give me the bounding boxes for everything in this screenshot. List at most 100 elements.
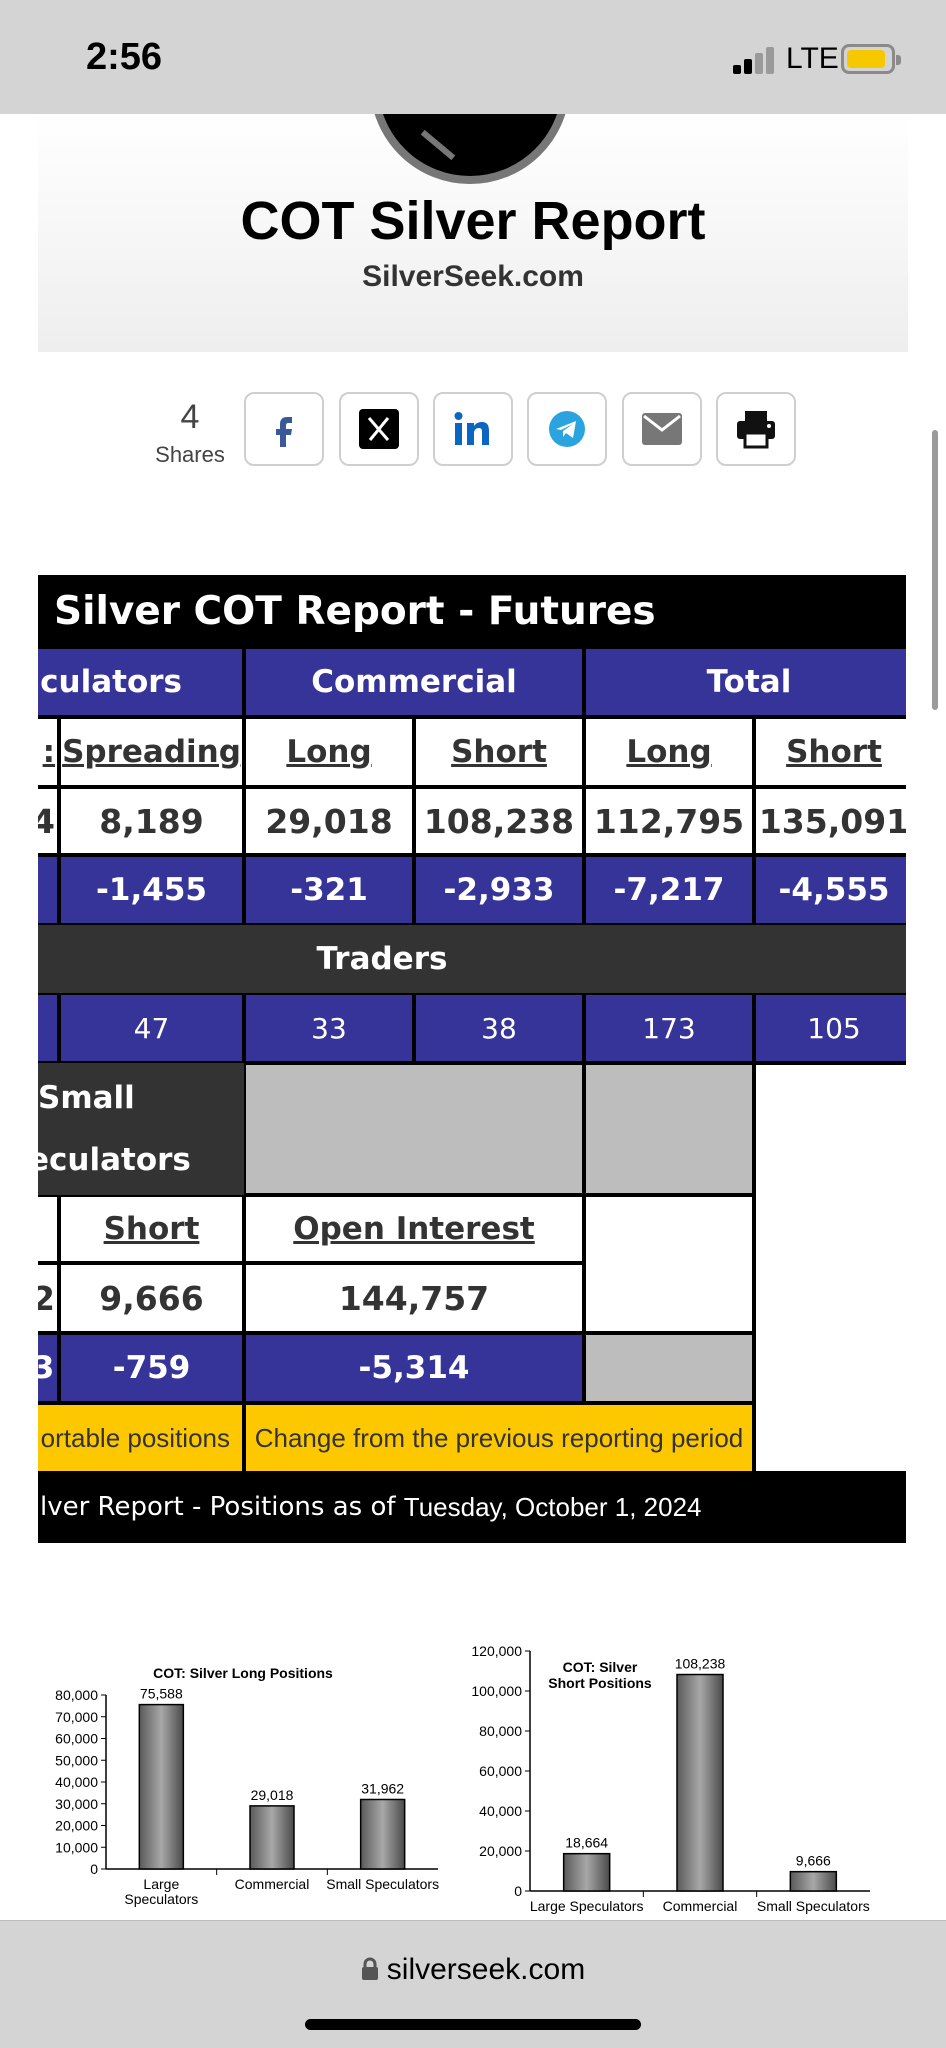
lock-icon xyxy=(361,1957,378,1980)
data-label: 18,664 xyxy=(565,1835,608,1851)
bar xyxy=(359,1798,406,1870)
y-tick-label: 120,000 xyxy=(471,1643,522,1659)
group-header-total: Total xyxy=(584,647,906,717)
network-type: LTE xyxy=(786,42,839,75)
traders-cell: 105 xyxy=(754,993,906,1063)
telegram-icon xyxy=(549,411,585,447)
small-position-cell: 9,666 xyxy=(59,1263,244,1333)
battery-icon xyxy=(841,44,901,74)
small-speculators-label-line2: eculators xyxy=(38,1142,191,1178)
column-header: : xyxy=(38,717,59,787)
address-bar[interactable]: silverseek.com xyxy=(0,1953,946,1987)
data-label: 9,666 xyxy=(796,1853,831,1869)
group-header-commercial: Commercial xyxy=(244,647,584,717)
column-header-commercial-short: Short xyxy=(414,717,584,787)
linkedin-icon xyxy=(454,412,489,445)
open-interest-change: -5,314 xyxy=(244,1333,584,1403)
category-label: Commercial xyxy=(663,1898,738,1914)
y-tick-label: 80,000 xyxy=(479,1723,522,1739)
y-tick-label: 10,000 xyxy=(55,1839,98,1855)
small-change-cell: -759 xyxy=(59,1333,244,1403)
footer-label: lver Report - Positions as of xyxy=(40,1492,396,1522)
scrollbar[interactable] xyxy=(932,430,938,710)
change-cell xyxy=(38,855,59,925)
traders-cell: 173 xyxy=(584,993,754,1063)
data-label: 108,238 xyxy=(675,1656,726,1672)
short-positions-chart: 0 20,000 40,000 60,000 80,000 100,000 120,000 1… xyxy=(471,1643,870,1914)
change-cell: -2,933 xyxy=(414,855,584,925)
chart-title: COT: Silver Long Positions xyxy=(153,1665,333,1681)
facebook-share-button[interactable] xyxy=(244,392,324,466)
data-label: 29,018 xyxy=(251,1787,294,1803)
share-count: 4 xyxy=(180,398,200,436)
table-title: Silver COT Report - Futures xyxy=(38,575,906,647)
empty-cell xyxy=(584,1063,754,1195)
position-cell: 135,091 xyxy=(754,787,906,855)
position-cell: 29,018 xyxy=(244,787,414,855)
open-interest-value: 144,757 xyxy=(244,1263,584,1333)
empty-cell xyxy=(754,1063,906,1487)
data-label: 31,962 xyxy=(361,1780,404,1796)
small-change-cell: 3 xyxy=(38,1333,59,1403)
chart-title: Short Positions xyxy=(548,1675,652,1691)
position-cell: 8,189 xyxy=(59,787,244,855)
position-cell: 112,795 xyxy=(584,787,754,855)
y-tick-label: 20,000 xyxy=(55,1818,98,1834)
logo-image xyxy=(370,114,570,184)
empty-cell xyxy=(584,1333,754,1403)
y-tick-label: 20,000 xyxy=(479,1843,522,1859)
y-tick-label: 50,000 xyxy=(55,1752,98,1768)
clock: 2:56 xyxy=(86,36,163,78)
legend-change-from-previous: Change from the previous reporting perio… xyxy=(244,1403,754,1473)
small-column-header-short: Short xyxy=(59,1195,244,1263)
bar xyxy=(676,1673,724,1892)
column-header-spreading: Spreading xyxy=(59,717,244,787)
traders-cell: 47 xyxy=(59,993,244,1063)
y-tick-label: 80,000 xyxy=(55,1687,98,1703)
browser-bottom-bar: silverseek.com xyxy=(0,1920,946,2048)
linkedin-share-button[interactable] xyxy=(433,392,513,466)
bar xyxy=(789,1870,838,1892)
y-tick-label: 0 xyxy=(90,1861,98,1877)
bar xyxy=(138,1703,185,1870)
x-icon xyxy=(359,409,399,449)
category-label: Small Speculators xyxy=(326,1876,439,1892)
telegram-share-button[interactable] xyxy=(527,392,607,466)
y-tick-label: 60,000 xyxy=(479,1763,522,1779)
change-cell: -4,555 xyxy=(754,855,906,925)
traders-cell: 33 xyxy=(244,993,414,1063)
y-tick-label: 70,000 xyxy=(55,1709,98,1725)
category-label: Speculators xyxy=(124,1891,198,1907)
column-header-open-interest: Open Interest xyxy=(244,1195,584,1263)
cot-report-table: Silver COT Report - Futures culators Com… xyxy=(38,575,906,1543)
column-header-total-long: Long xyxy=(584,717,754,787)
legend-reportable-positions: ortable positions xyxy=(38,1403,244,1473)
small-speculators-label-line1: Small xyxy=(38,1080,135,1116)
email-share-button[interactable] xyxy=(622,392,702,466)
small-column-header xyxy=(38,1195,59,1263)
printer-icon xyxy=(737,411,775,449)
bar xyxy=(562,1852,611,1892)
traders-cell: 38 xyxy=(414,993,584,1063)
position-cell: 108,238 xyxy=(414,787,584,855)
y-tick-label: 100,000 xyxy=(471,1683,522,1699)
article-header: COT Silver Report SilverSeek.com xyxy=(38,114,908,352)
site-name: SilverSeek.com xyxy=(362,260,584,293)
traders-cell xyxy=(38,993,59,1063)
y-tick-label: 40,000 xyxy=(479,1803,522,1819)
status-bar: 2:56 LTE xyxy=(0,0,946,114)
category-label: Commercial xyxy=(235,1876,310,1892)
x-share-button[interactable] xyxy=(339,392,419,466)
traders-label: Traders xyxy=(38,925,906,993)
print-button[interactable] xyxy=(716,392,796,466)
category-label: Large Speculators xyxy=(530,1898,644,1914)
y-tick-label: 30,000 xyxy=(55,1796,98,1812)
share-label: Shares xyxy=(155,442,225,467)
y-tick-label: 0 xyxy=(514,1883,522,1899)
category-label: Large xyxy=(143,1876,179,1892)
report-date: Tuesday, October 1, 2024 xyxy=(403,1491,702,1522)
bar xyxy=(249,1805,295,1870)
long-positions-chart: 0 10,000 20,000 30,000 40,000 50,000 60,000 70,… xyxy=(55,1665,439,1907)
home-indicator[interactable] xyxy=(305,2019,641,2030)
data-label: 75,588 xyxy=(140,1686,183,1702)
